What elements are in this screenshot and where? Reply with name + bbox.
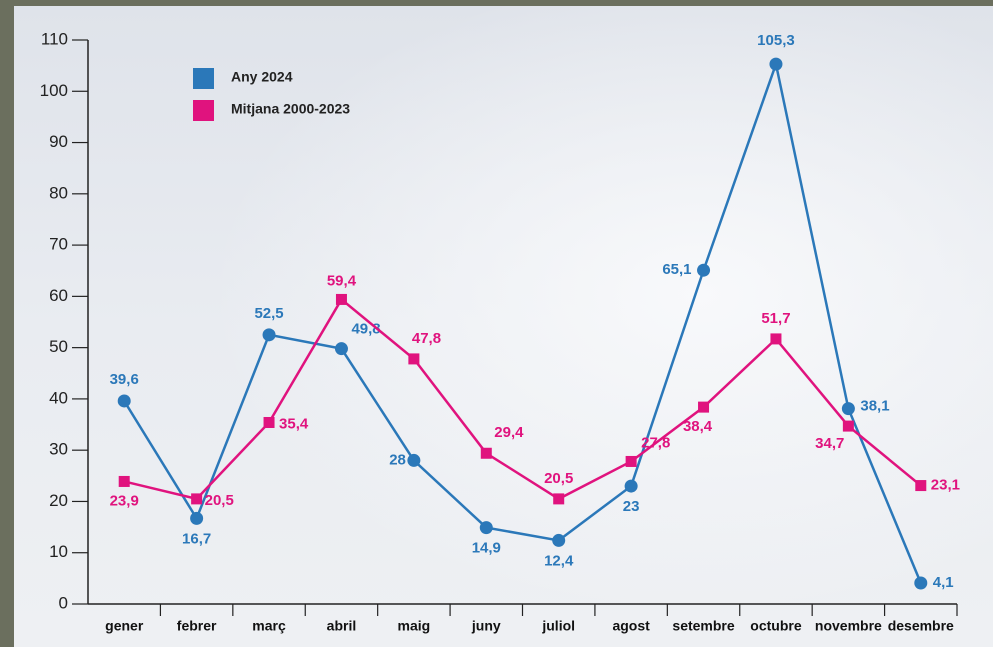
chart: 0 10 20 30 40 50 60 70 80 90 100 110 gener febrer març… [0, 0, 993, 647]
value-label: 47,8 [412, 330, 441, 347]
value-label: 34,7 [815, 435, 844, 452]
point [553, 493, 564, 504]
point [190, 512, 203, 525]
value-label: 23,9 [110, 492, 139, 509]
value-label: 52,5 [254, 305, 283, 322]
point [915, 480, 926, 491]
x-tick-label: juliol [541, 618, 575, 634]
legend-label: Any 2024 [231, 69, 293, 85]
value-label: 14,9 [472, 540, 501, 557]
point [335, 342, 348, 355]
x-tick-label: febrer [177, 618, 217, 634]
point [698, 402, 709, 413]
point [118, 394, 131, 407]
point [480, 521, 493, 534]
y-tick-label: 90 [49, 132, 68, 151]
y-tick-label: 100 [40, 81, 68, 100]
y-tick-label: 80 [49, 183, 68, 202]
point [263, 328, 276, 341]
point [842, 402, 855, 415]
x-tick-label: agost [612, 618, 650, 634]
value-label: 38,4 [683, 418, 713, 435]
point [481, 448, 492, 459]
point [626, 456, 637, 467]
value-label: 4,1 [933, 574, 954, 591]
value-label: 65,1 [662, 261, 691, 278]
y-tick-label: 0 [59, 593, 68, 612]
x-tick-label: abril [327, 618, 357, 634]
x-tick-label: octubre [750, 618, 802, 634]
legend-swatch [193, 100, 214, 121]
point [408, 353, 419, 364]
y-tick-label: 10 [49, 542, 68, 561]
point [264, 417, 275, 428]
y-tick-label: 110 [41, 29, 68, 48]
x-tick-label: desembre [888, 618, 954, 634]
x-tick-label: setembre [672, 618, 734, 634]
point [625, 480, 638, 493]
x-tick-label: maig [398, 618, 431, 634]
y-tick-label: 60 [49, 286, 68, 305]
value-label: 51,7 [761, 310, 790, 327]
y-tick-label: 20 [49, 491, 68, 510]
point [336, 294, 347, 305]
value-label: 23,1 [931, 477, 960, 494]
point [697, 264, 710, 277]
value-label: 20,5 [544, 470, 573, 487]
x-tick-label: novembre [815, 618, 882, 634]
legend-swatch [193, 68, 214, 89]
value-label: 27,8 [641, 434, 670, 451]
point [191, 493, 202, 504]
value-label: 35,4 [279, 415, 309, 432]
value-label: 20,5 [205, 492, 234, 509]
y-tick-label: 40 [49, 388, 68, 407]
point [770, 333, 781, 344]
x-tick-label: juny [471, 618, 501, 634]
value-label: 39,6 [110, 371, 139, 388]
y-tick-label: 70 [49, 235, 68, 254]
x-tick-label: març [252, 618, 286, 634]
value-label: 105,3 [757, 32, 795, 49]
x-tick-label: gener [105, 618, 144, 634]
point [914, 576, 927, 589]
value-label: 16,7 [182, 530, 211, 547]
value-label: 29,4 [494, 424, 524, 441]
y-tick-label: 50 [49, 337, 68, 356]
value-label: 28 [389, 451, 406, 468]
value-label: 23 [623, 498, 640, 515]
legend-label: Mitjana 2000-2023 [231, 101, 350, 117]
y-tick-label: 30 [49, 440, 68, 459]
value-label: 38,1 [860, 398, 889, 415]
point [843, 421, 854, 432]
value-label: 59,4 [327, 272, 357, 289]
value-label: 12,4 [544, 552, 574, 569]
cloud [14, 6, 993, 647]
point [119, 476, 130, 487]
point [407, 454, 420, 467]
point [552, 534, 565, 547]
point [769, 58, 782, 71]
